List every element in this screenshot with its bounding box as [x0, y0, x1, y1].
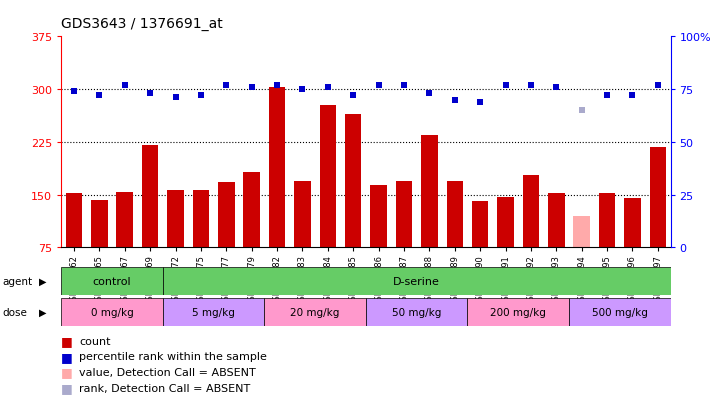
- Text: 20 mg/kg: 20 mg/kg: [291, 307, 340, 317]
- Bar: [163, 298, 265, 326]
- Text: agent: agent: [2, 276, 32, 286]
- Text: D-serine: D-serine: [393, 276, 440, 286]
- Bar: [163, 267, 671, 295]
- Bar: [624, 199, 641, 248]
- Text: value, Detection Call = ABSENT: value, Detection Call = ABSENT: [79, 367, 256, 377]
- Bar: [421, 136, 438, 248]
- Text: control: control: [93, 276, 131, 286]
- Bar: [218, 183, 234, 248]
- Text: 50 mg/kg: 50 mg/kg: [392, 307, 441, 317]
- Bar: [573, 216, 590, 248]
- Bar: [497, 197, 514, 248]
- Text: rank, Detection Call = ABSENT: rank, Detection Call = ABSENT: [79, 383, 251, 393]
- Bar: [193, 190, 209, 248]
- Text: count: count: [79, 336, 111, 346]
- Text: dose: dose: [2, 307, 27, 317]
- Bar: [66, 194, 82, 248]
- Bar: [396, 181, 412, 248]
- Text: ■: ■: [61, 334, 73, 347]
- Bar: [599, 194, 615, 248]
- Text: 500 mg/kg: 500 mg/kg: [592, 307, 647, 317]
- Bar: [366, 298, 467, 326]
- Bar: [265, 298, 366, 326]
- Text: ▶: ▶: [39, 276, 46, 286]
- Bar: [167, 190, 184, 248]
- Text: 5 mg/kg: 5 mg/kg: [193, 307, 235, 317]
- Bar: [142, 146, 159, 248]
- Bar: [319, 105, 336, 248]
- Bar: [117, 192, 133, 248]
- Bar: [61, 298, 163, 326]
- Bar: [548, 194, 565, 248]
- Bar: [269, 88, 286, 248]
- Text: 200 mg/kg: 200 mg/kg: [490, 307, 546, 317]
- Bar: [650, 147, 666, 248]
- Bar: [569, 298, 671, 326]
- Bar: [91, 200, 107, 248]
- Text: GDS3643 / 1376691_at: GDS3643 / 1376691_at: [61, 17, 223, 31]
- Text: ▶: ▶: [39, 307, 46, 317]
- Bar: [446, 182, 463, 248]
- Bar: [294, 181, 311, 248]
- Bar: [61, 267, 163, 295]
- Bar: [345, 114, 361, 248]
- Bar: [523, 176, 539, 248]
- Text: ■: ■: [61, 381, 73, 394]
- Text: percentile rank within the sample: percentile rank within the sample: [79, 351, 267, 361]
- Bar: [472, 202, 488, 248]
- Text: ■: ■: [61, 366, 73, 379]
- Text: 0 mg/kg: 0 mg/kg: [91, 307, 133, 317]
- Text: ■: ■: [61, 350, 73, 363]
- Bar: [467, 298, 569, 326]
- Bar: [244, 173, 260, 248]
- Bar: [371, 186, 387, 248]
